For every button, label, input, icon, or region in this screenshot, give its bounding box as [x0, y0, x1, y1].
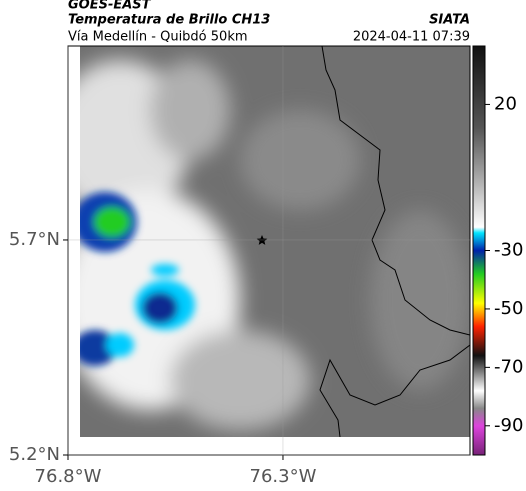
organization: SIATA — [429, 13, 470, 28]
colorbar-tick-label: -50 — [494, 298, 523, 319]
border — [321, 46, 470, 336]
y-tick-label: 5.2°N — [9, 444, 60, 465]
source: GOES-EAST — [68, 0, 152, 13]
product: Temperatura de Brillo CH13 — [68, 13, 270, 28]
y-tick-label: 5.7°N — [9, 229, 60, 250]
colorbar-tick-label: -30 — [494, 240, 523, 261]
border — [319, 344, 470, 437]
satellite-image — [80, 46, 470, 437]
x-tick-label: 76.3°W — [250, 466, 317, 487]
colorbar — [472, 45, 486, 456]
x-tick-label: 76.8°W — [35, 466, 102, 487]
timestamp: 2024-04-11 07:39 — [353, 30, 470, 45]
colorbar-tick-label: -90 — [494, 415, 523, 436]
route: Vía Medellín - Quibdó 50km — [68, 30, 248, 45]
colorbar-tick-label: -70 — [494, 356, 523, 377]
colorbar-tick-label: 20 — [494, 93, 517, 114]
